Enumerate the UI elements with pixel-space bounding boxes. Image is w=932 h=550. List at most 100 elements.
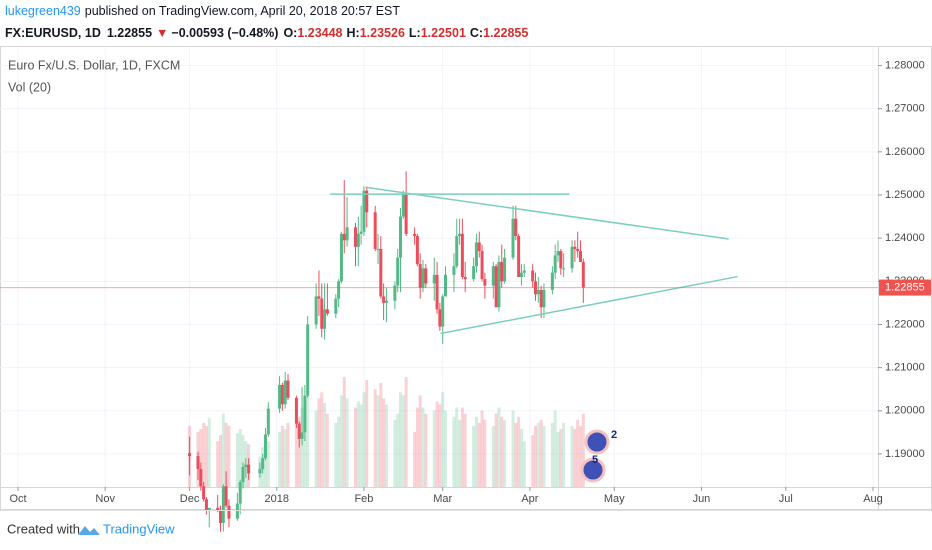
candle-body xyxy=(219,510,222,523)
candle-body xyxy=(241,466,245,482)
volume-bar xyxy=(325,413,329,487)
volume-bar xyxy=(432,410,436,487)
volume-bar xyxy=(570,425,574,487)
candle-body xyxy=(576,248,580,252)
volume-bar xyxy=(204,425,208,487)
volume-bar xyxy=(286,422,290,487)
volume-bar xyxy=(317,398,321,487)
candle-body xyxy=(458,233,462,237)
candle-body xyxy=(373,212,377,249)
volume-bar xyxy=(396,413,400,487)
volume-bar xyxy=(579,425,582,487)
event-icon[interactable] xyxy=(580,457,606,483)
candle-body xyxy=(359,231,363,234)
volume-bar xyxy=(576,419,580,487)
candle-body xyxy=(413,233,417,237)
volume-bar xyxy=(491,425,495,487)
ohlc-value: 1.22855 xyxy=(483,26,528,40)
drawings xyxy=(0,186,878,335)
volume-bar xyxy=(534,425,537,487)
volume-bar xyxy=(202,422,206,487)
candle-body xyxy=(531,270,535,282)
event-badge[interactable]: 2 xyxy=(584,429,617,455)
trend-line xyxy=(365,186,729,240)
volume-bar xyxy=(477,422,481,487)
candle-body xyxy=(404,192,408,234)
candle-body xyxy=(441,296,445,327)
footer-text: Created with xyxy=(7,521,80,536)
ohlc-label: C: xyxy=(470,26,483,40)
volume-bar xyxy=(306,395,310,487)
volume-bar xyxy=(342,377,346,487)
volume-bar xyxy=(264,438,267,487)
candle-body xyxy=(556,251,560,256)
candle-body xyxy=(455,236,459,267)
published: published on TradingView.com, April 20, … xyxy=(85,4,401,18)
candle-body xyxy=(286,380,290,398)
candle-body xyxy=(418,264,422,288)
candle-body xyxy=(573,246,577,249)
header-line: lukegreen439 published on TradingView.com… xyxy=(5,4,400,18)
volume-bar xyxy=(303,413,307,487)
volume-bar xyxy=(404,377,408,487)
volume-bar xyxy=(455,407,459,487)
candle-body xyxy=(376,248,380,250)
candle-body xyxy=(323,309,327,329)
volume-bar xyxy=(435,401,439,487)
x-tick-label: Jun xyxy=(693,493,711,505)
candle-body xyxy=(559,251,563,269)
volume-bar xyxy=(536,422,540,487)
candle-body xyxy=(435,274,439,310)
y-tick-label: 1.21000 xyxy=(885,362,925,374)
volume-bar xyxy=(323,402,327,487)
candle-body xyxy=(401,192,405,217)
volume-bar xyxy=(401,395,405,487)
y-tick-label: 1.19000 xyxy=(885,448,925,460)
candle-body xyxy=(196,456,200,470)
candle-body xyxy=(396,257,400,286)
candle-body xyxy=(542,289,546,308)
candle-body xyxy=(500,261,504,282)
candle-body xyxy=(199,469,203,487)
candle-body xyxy=(432,274,436,284)
volume-bar xyxy=(320,392,324,487)
candle-body xyxy=(460,233,464,277)
volume-bar xyxy=(207,418,211,487)
candle-body xyxy=(393,285,397,301)
candle-body xyxy=(278,384,282,409)
candle-body xyxy=(494,266,498,308)
candle-body xyxy=(452,266,456,275)
author[interactable]: lukegreen439 xyxy=(5,4,81,18)
footer-brand[interactable]: TradingView xyxy=(103,521,175,536)
volume-bar xyxy=(373,389,377,487)
candle-body xyxy=(188,453,192,457)
volume-bar xyxy=(314,410,318,487)
candle-body xyxy=(202,486,206,500)
candle-body xyxy=(491,266,495,286)
candle-body xyxy=(424,268,428,284)
volume-bar xyxy=(550,422,554,487)
event-icon[interactable] xyxy=(584,429,610,455)
legend-item: Vol (20) xyxy=(8,80,51,94)
volume-bar xyxy=(503,419,507,487)
candle-body xyxy=(247,464,251,474)
candle-body xyxy=(235,503,239,519)
x-tick-label: May xyxy=(604,493,625,505)
event-badge[interactable]: 5 xyxy=(580,454,606,483)
x-tick-label: 2018 xyxy=(265,493,289,505)
candle-body xyxy=(362,190,366,232)
volume-bar xyxy=(539,419,543,487)
volume-bar xyxy=(339,395,343,487)
y-tick-label: 1.28000 xyxy=(885,59,925,71)
candle-body xyxy=(415,236,419,265)
candle-body xyxy=(207,507,211,511)
volume-bar xyxy=(500,416,504,487)
volume-bar xyxy=(517,416,521,487)
candle-body xyxy=(244,464,248,467)
grid xyxy=(0,47,878,487)
ohlc-value: 1.23448 xyxy=(297,26,342,40)
candle-body xyxy=(303,395,307,433)
candle-body xyxy=(539,289,543,308)
ohlc-label: L: xyxy=(409,26,421,40)
candle-body xyxy=(337,281,341,299)
